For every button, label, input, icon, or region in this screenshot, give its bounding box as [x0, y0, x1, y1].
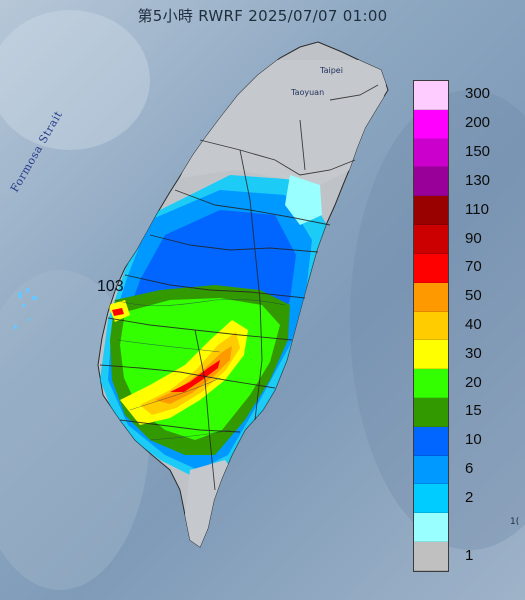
legend-swatch: [414, 138, 448, 168]
rain-area-1mm: [285, 175, 322, 225]
legend-label: 10: [465, 431, 482, 449]
legend-label: 50: [465, 287, 482, 305]
legend-swatch: [414, 484, 448, 514]
corner-text-fragment: 1(: [510, 517, 520, 527]
legend-swatch: [414, 397, 448, 427]
legend-swatch: [414, 167, 448, 197]
legend-label: 130: [465, 171, 491, 189]
legend-label: 200: [465, 114, 491, 132]
legend-label: 90: [465, 229, 482, 247]
legend-label: 15: [465, 402, 482, 420]
max-rainfall-label: 103: [97, 278, 124, 295]
legend-swatch: [414, 311, 448, 341]
legend-swatch: [414, 542, 448, 571]
legend-label: 70: [465, 258, 482, 276]
legend-swatch: [414, 109, 448, 139]
legend-label: 1: [465, 546, 474, 564]
legend-swatch: [414, 455, 448, 485]
legend-swatch: [414, 426, 448, 456]
legend-swatch: [414, 253, 448, 283]
penghu-islands: [14, 288, 37, 329]
rain-area-40mm: [140, 332, 240, 415]
map-title: 第5小時 RWRF 2025/07/07 01:00: [137, 7, 388, 25]
rain-hotspot-coastal-red: [112, 308, 124, 316]
city-label-taoyuan: Taoyuan: [291, 88, 325, 97]
legend-label: 40: [465, 316, 482, 333]
legend-label: 150: [465, 143, 491, 161]
legend-swatch: [414, 282, 448, 312]
legend-label: 300: [465, 85, 491, 103]
legend-swatch: [414, 340, 448, 370]
legend-swatch: [414, 196, 448, 226]
legend-swatch: [414, 81, 448, 110]
county-boundaries: [99, 84, 379, 491]
legend-label: 2: [465, 488, 474, 506]
legend-label: 110: [465, 200, 489, 218]
rivers: [114, 298, 286, 441]
rain-area-50mm: [155, 346, 232, 404]
legend-swatch: [414, 225, 448, 254]
legend-label: 20: [465, 373, 482, 391]
city-label-taipei: Taipei: [320, 66, 343, 75]
rainfall-legend: [413, 80, 449, 572]
legend-swatch: [414, 369, 448, 398]
legend-label: 30: [465, 344, 482, 362]
legend-label: 6: [465, 460, 474, 478]
legend-swatch: [414, 513, 448, 542]
